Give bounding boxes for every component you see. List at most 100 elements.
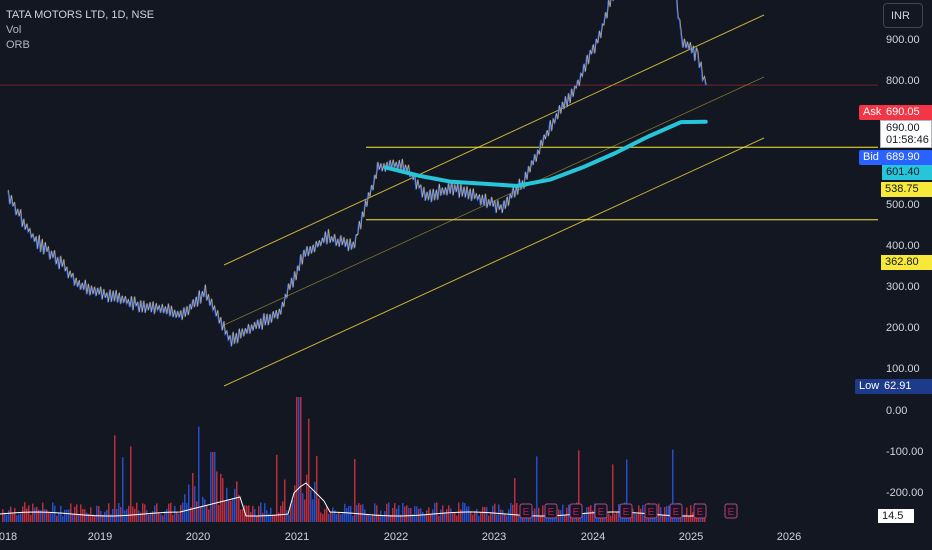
trend-channel	[223, 14, 765, 387]
volume-bar	[336, 513, 338, 522]
resistance-level-value[interactable]: 538.75	[881, 182, 932, 197]
volume-bar	[282, 501, 284, 522]
volume-bar	[504, 514, 506, 522]
volume-bar	[390, 515, 392, 522]
volume-bar	[306, 474, 308, 522]
volume-bar	[138, 510, 140, 522]
volume-bar	[242, 509, 244, 522]
volume-bar	[368, 514, 370, 522]
volume-bar	[70, 503, 72, 522]
orb-indicator-label[interactable]: ORB	[6, 39, 30, 51]
volume-bar	[240, 509, 242, 522]
volume-bar	[274, 514, 276, 522]
volume-bar	[460, 509, 462, 522]
volume-bar	[36, 506, 38, 522]
volume-bar	[616, 511, 618, 522]
volume-bar	[380, 510, 382, 522]
volume-bar	[590, 505, 592, 522]
volume-bar	[662, 514, 664, 522]
volume-bar	[260, 502, 262, 522]
volume-bar	[128, 505, 130, 522]
volume-bar	[90, 507, 92, 522]
price-tick: 200.00	[886, 322, 920, 334]
volume-bar	[564, 515, 566, 522]
volume-bar	[264, 503, 266, 522]
volume-bar	[578, 450, 580, 522]
volume-bar	[346, 507, 348, 522]
currency-button[interactable]: INR	[883, 3, 923, 28]
volume-bar	[100, 510, 102, 522]
volume-bar	[672, 449, 674, 522]
volume-tick: -100.00	[886, 446, 924, 458]
volume-bar	[12, 512, 14, 522]
volume-bar	[312, 499, 314, 522]
volume-bar	[536, 456, 538, 522]
volume-bar	[60, 505, 62, 522]
volume-bar	[334, 510, 336, 522]
volume-bar	[562, 504, 564, 522]
volume-bar	[398, 505, 400, 522]
volume-bar	[450, 508, 452, 522]
volume-bar	[232, 498, 234, 522]
volume-bar	[340, 514, 342, 522]
volume-bar	[388, 502, 390, 522]
earnings-marker: E	[673, 507, 680, 518]
volume-bar	[102, 514, 104, 522]
volume-bar	[342, 513, 344, 522]
volume-bar	[22, 506, 24, 522]
volume-bar	[82, 509, 84, 522]
time-tick: 2019	[87, 531, 113, 543]
volume-bar	[432, 509, 434, 522]
volume-value: 14.5 M	[878, 509, 914, 536]
volume-bar	[516, 503, 518, 522]
volume-bar	[200, 506, 202, 522]
volume-bar	[108, 503, 110, 522]
volume-bar	[4, 512, 6, 522]
volume-bar	[582, 513, 584, 522]
volume-bar	[572, 515, 574, 522]
volume-bar	[44, 509, 46, 522]
volume-bar	[316, 456, 318, 522]
time-tick: 2022	[383, 531, 409, 543]
volume-bar	[302, 493, 304, 522]
volume-bar	[286, 510, 288, 522]
volume-bar	[114, 435, 116, 522]
earnings-marker-box	[669, 503, 683, 519]
volume-bar	[328, 513, 330, 522]
volume-bar	[290, 503, 292, 522]
price-tick: 800.00	[886, 75, 920, 87]
volume-bar	[92, 514, 94, 522]
volume-bar	[668, 505, 670, 522]
volume-bar	[682, 514, 684, 522]
volume-bar	[496, 514, 498, 522]
time-tick: 018	[0, 531, 18, 543]
volume-bar	[464, 503, 466, 522]
volume-bar	[506, 515, 508, 522]
earnings-marker: E	[697, 507, 704, 518]
volume-bar	[436, 502, 438, 522]
volume-bar	[446, 509, 448, 522]
symbol-title[interactable]: TATA MOTORS LTD, 1D, NSE	[6, 9, 155, 21]
volume-bar	[154, 505, 156, 522]
last-price: 690.00	[886, 122, 920, 134]
volume-bar	[2, 509, 4, 522]
volume-bar	[586, 507, 588, 522]
volume-indicator-label[interactable]: Vol	[6, 24, 22, 36]
volume-bar	[8, 510, 10, 522]
volume-bar	[348, 505, 350, 522]
volume-bar	[208, 509, 210, 522]
volume-bar	[228, 500, 230, 522]
earnings-marker: E	[573, 507, 580, 518]
support-level-value[interactable]: 362.80	[881, 255, 932, 270]
volume-bar	[610, 515, 612, 522]
orb-line	[383, 119, 708, 188]
earnings-marker-box	[519, 503, 533, 519]
volume-bar	[294, 485, 296, 522]
volume-bar	[196, 501, 198, 522]
volume-bar	[688, 515, 690, 522]
volume-bar	[538, 507, 540, 522]
volume-bar	[58, 512, 60, 522]
volume-bar	[64, 509, 66, 522]
volume-bar	[512, 504, 514, 522]
